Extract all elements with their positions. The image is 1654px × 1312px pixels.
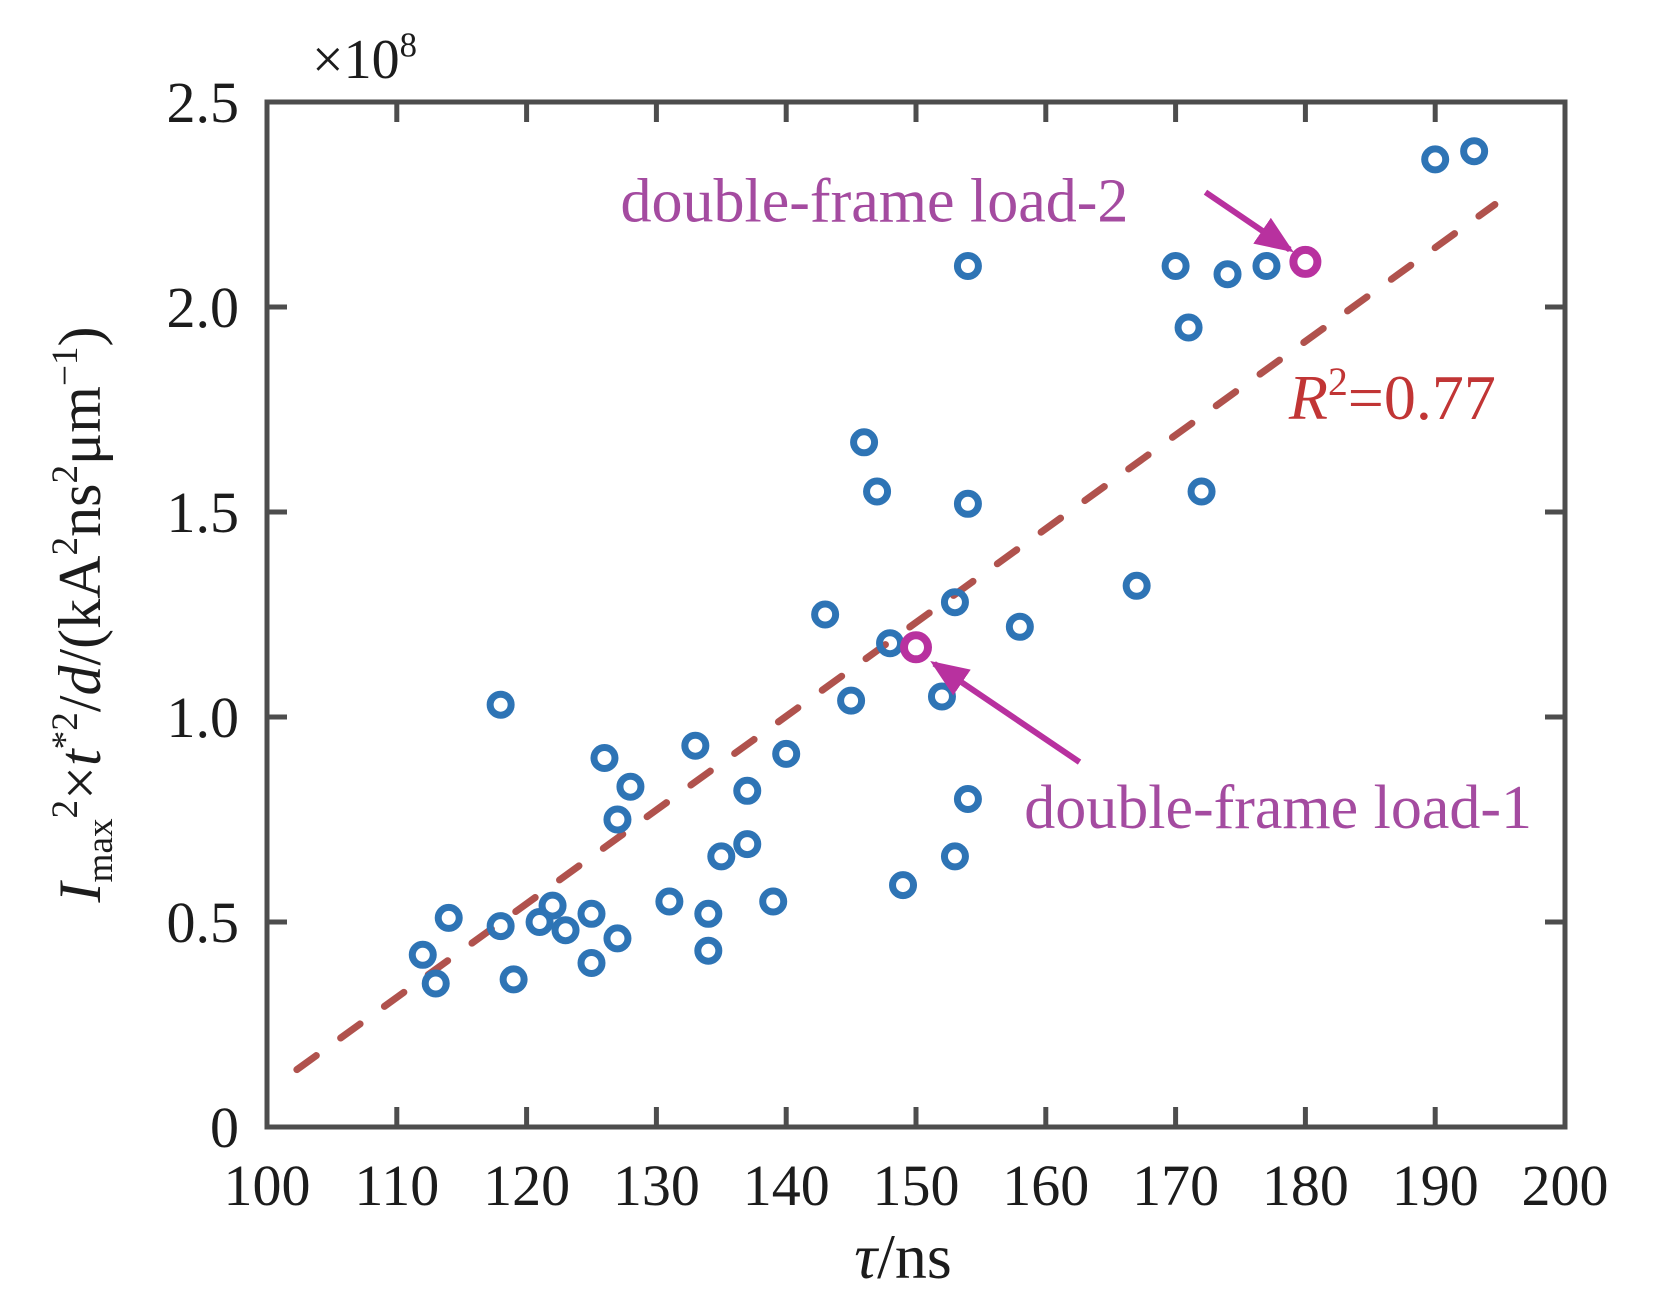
data-point	[1213, 260, 1242, 289]
data-point	[940, 588, 969, 617]
data-point	[1187, 477, 1216, 506]
x-tick-label: 160	[1002, 1153, 1089, 1218]
data-point	[525, 908, 554, 936]
y-axis-offset-label: ×108	[312, 26, 417, 91]
data-point	[1252, 252, 1281, 280]
data-point	[940, 842, 969, 871]
annotation-arrow-load2	[1203, 189, 1294, 253]
x-tick-label: 170	[1132, 1153, 1219, 1218]
data-point	[863, 477, 892, 506]
data-point	[1421, 145, 1450, 174]
data-point	[499, 965, 528, 994]
data-point	[837, 686, 866, 715]
data-point	[1460, 137, 1489, 166]
r-squared-label: R2=0.77	[1288, 360, 1496, 433]
data-point	[694, 899, 723, 928]
annotation-text-load1: double-frame load-1	[1024, 774, 1532, 842]
data-point	[876, 629, 905, 658]
y-tick-label: 1.0	[167, 685, 240, 750]
annotation-arrow-load1	[930, 661, 1082, 765]
data-point	[551, 916, 580, 945]
data-point	[486, 690, 515, 719]
x-tick-label: 120	[483, 1153, 570, 1218]
data-point	[577, 949, 606, 977]
data-point	[694, 936, 723, 965]
highlighted-data-point	[1289, 245, 1322, 278]
data-point	[811, 600, 840, 629]
y-axis-label: Imax2×t*2/d/(kA2ns2μm−1)	[45, 327, 121, 904]
data-point	[616, 772, 645, 801]
y-tick-label: 1.5	[167, 480, 240, 545]
data-point	[759, 887, 788, 916]
data-point	[603, 805, 632, 834]
annotations-group: double-frame load-2 double-frame load-1	[621, 167, 1533, 842]
data-point	[889, 871, 918, 900]
data-point	[927, 682, 956, 711]
y-tick-label: 2.5	[167, 70, 240, 135]
x-tick-label: 150	[873, 1153, 960, 1218]
x-tick-label: 110	[354, 1153, 439, 1218]
axis-labels-group: 100 110 120 130 140 150 160 170 180 190 200 0 0.5 1.0…	[45, 26, 1608, 1292]
data-point	[772, 739, 801, 768]
y-tick-label: 0	[210, 1095, 239, 1160]
data-point	[1161, 252, 1190, 280]
data-point	[655, 887, 684, 916]
y-tick-label: 0.5	[167, 890, 240, 955]
data-point	[408, 940, 437, 969]
data-point	[733, 776, 762, 805]
data-point	[953, 785, 982, 813]
y-tick-label: 2.0	[167, 275, 240, 340]
data-point	[538, 891, 567, 920]
x-tick-label: 180	[1262, 1153, 1349, 1218]
data-point	[577, 899, 606, 928]
data-point	[486, 912, 515, 941]
data-point	[590, 744, 619, 772]
data-point	[421, 969, 450, 998]
x-axis-label: τ/ns	[854, 1221, 952, 1292]
data-point	[1122, 571, 1151, 600]
data-point	[1174, 313, 1203, 342]
x-tick-label: 200	[1522, 1153, 1609, 1218]
data-point	[953, 252, 982, 280]
x-tick-label: 130	[613, 1153, 700, 1218]
x-tick-label: 100	[224, 1153, 311, 1218]
highlighted-data-point	[900, 631, 932, 664]
trendline-group: R2=0.77	[293, 201, 1499, 1074]
data-point	[707, 842, 736, 871]
data-point	[733, 830, 762, 859]
x-tick-label: 140	[743, 1153, 830, 1218]
data-point	[603, 924, 632, 953]
data-point	[434, 903, 463, 932]
axes-box-group	[264, 99, 1568, 1130]
annotation-text-load2: double-frame load-2	[621, 167, 1129, 235]
data-point	[681, 731, 710, 760]
data-point	[850, 428, 879, 457]
x-tick-label: 190	[1392, 1153, 1479, 1218]
data-point	[1005, 612, 1034, 641]
plot-box	[264, 99, 1568, 1130]
data-point	[953, 489, 982, 518]
